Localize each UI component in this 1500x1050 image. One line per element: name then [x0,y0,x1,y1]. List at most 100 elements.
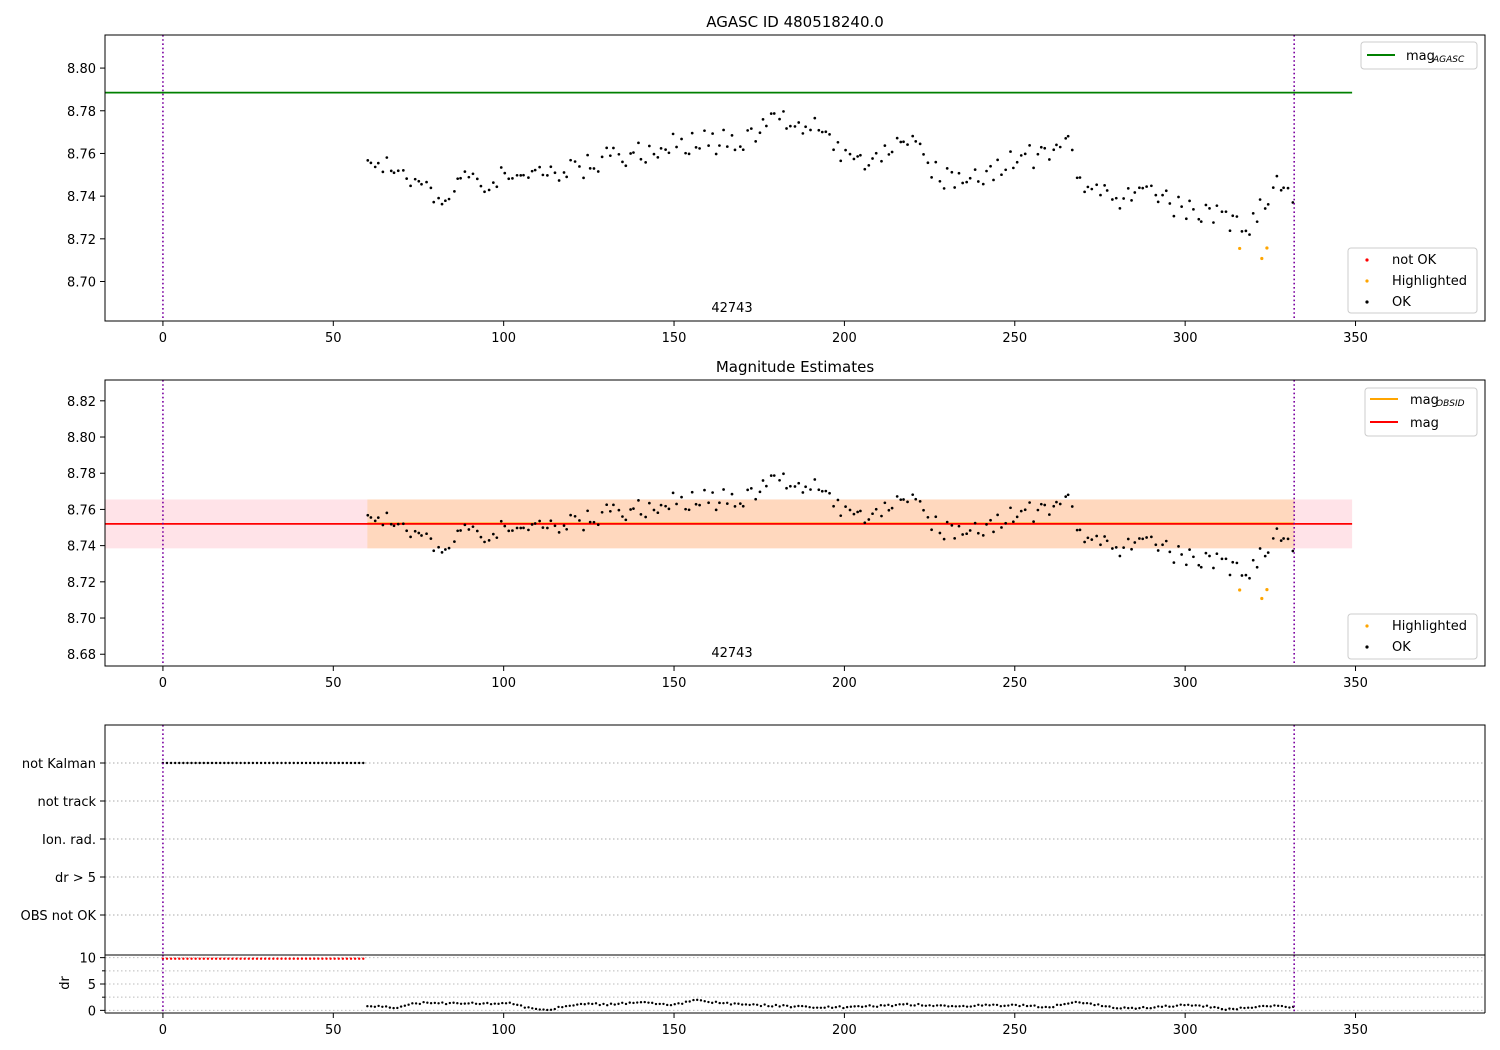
dr-flagged-point [321,957,324,960]
not-kalman-point [292,761,295,765]
dr-point [1085,1001,1089,1005]
dr-point [1097,1003,1100,1006]
ok-point [1184,563,1188,567]
dr-point [523,1006,526,1009]
dr-flagged-point [218,957,222,960]
dr-point [932,1004,935,1008]
dr-point [973,1004,976,1008]
not-kalman-point [308,761,312,765]
ok-point [690,131,694,135]
ok-point [425,180,428,184]
ok-point [437,545,440,549]
ok-point [420,182,423,186]
ok-point [804,485,807,489]
dr-point [804,1005,808,1008]
agasc-top-legend: mag AGASC [1360,41,1478,70]
dr-point [1014,1003,1017,1007]
dr-point [1010,1003,1014,1006]
dr-point [1025,1004,1029,1008]
dr-point [1115,1007,1119,1010]
ok-point [1015,160,1019,164]
ok-point [1066,134,1070,138]
ok-point [1263,554,1267,558]
ok-point [922,508,925,512]
ok-point [1126,537,1130,541]
dr-point [561,1005,564,1009]
ok-point [714,508,718,512]
legend-swatch-marker [1365,624,1369,628]
ok-point [950,170,954,174]
ok-point [600,155,604,159]
not-kalman-point [169,761,173,765]
ok-point [902,140,905,144]
ok-point [1228,573,1232,577]
dr-flagged-point [272,957,275,960]
ok-point [718,501,721,505]
ok-point [671,491,675,495]
ok-point [746,129,749,132]
dr-point [834,1006,838,1009]
dr-point [785,1004,789,1007]
ok-point [711,491,714,494]
ok-point [711,132,714,135]
x-tick-label: 150 [662,676,687,691]
ok-point [1258,547,1262,550]
dr-point [1276,1004,1280,1008]
dr-point [557,1005,560,1009]
ok-point [453,190,456,193]
ok-point [836,140,840,144]
dr-point [399,1005,403,1008]
ok-point [730,134,734,137]
ok-point [647,501,651,505]
dr-point [474,1002,478,1006]
ok-point [644,515,648,519]
legend-label: mag [1406,49,1435,64]
dr-point [774,1003,778,1007]
ok-point [624,164,628,168]
not-kalman-point [288,761,291,765]
dr-point [740,1003,744,1006]
dr-point [819,1006,823,1010]
legend-label: OK [1392,295,1411,310]
ok-point [996,513,999,517]
dr-point [1082,1002,1085,1005]
ok-point [1184,217,1188,221]
ok-point [467,528,471,531]
ok-point [1004,168,1008,172]
ok-point [785,486,788,490]
ok-point [859,509,862,513]
dr-point [1160,1005,1164,1009]
dr-point [1231,1007,1235,1011]
ok-point [852,157,856,161]
not-kalman-point [284,761,287,765]
dr-point [624,1002,628,1006]
ok-point [647,144,651,148]
dr-point [737,1002,740,1005]
y-tick-label: 8.76 [67,147,96,162]
ok-point [499,166,503,169]
dr-point [519,1004,523,1007]
dr-point [797,1004,800,1008]
ok-point [1023,152,1027,156]
ok-point [1251,211,1255,215]
ok-point [578,165,581,168]
ok-point [899,140,903,144]
dr-point [1246,1006,1250,1009]
x-tick-label: 50 [325,1023,342,1038]
ok-point [456,529,460,533]
ok-point [600,510,604,514]
dr-point [639,1001,643,1004]
dr-point [872,1005,875,1008]
ok-point [522,173,525,177]
ok-point [1188,548,1191,552]
ok-point [1180,553,1183,556]
ok-point [659,146,663,150]
ok-point [733,148,737,152]
ok-point [848,508,852,512]
dr-point [1209,1006,1212,1009]
ok-point [1161,543,1164,547]
ok-point [1231,560,1235,564]
dr-point [493,1002,497,1005]
ok-point [1172,214,1176,218]
dr-point [868,1004,871,1007]
